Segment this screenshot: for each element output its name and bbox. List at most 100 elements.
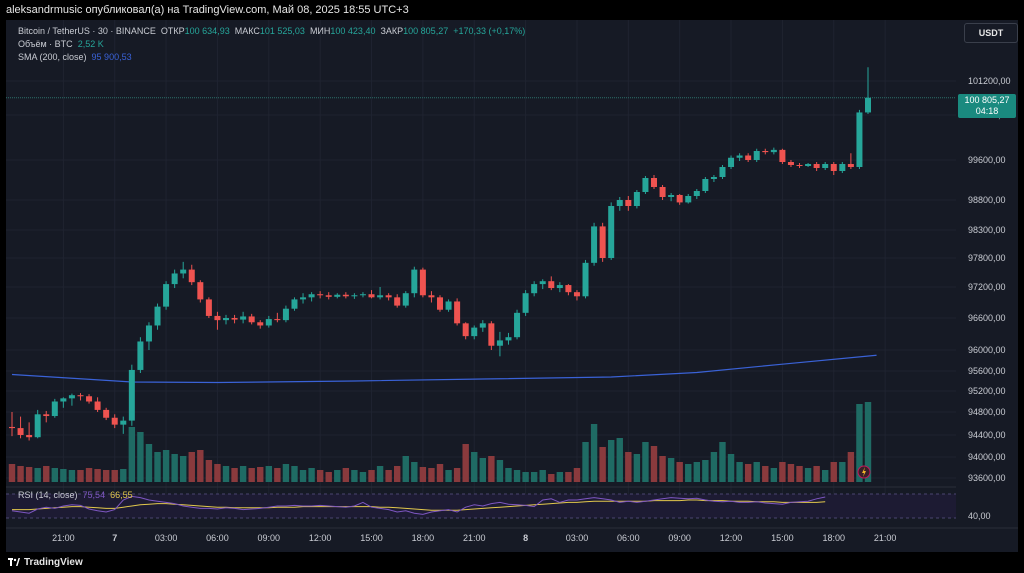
candle-body	[685, 196, 692, 203]
candle-body	[351, 295, 358, 297]
low-value: 100 423,40	[330, 26, 376, 36]
candle-body	[531, 284, 538, 294]
volume-bar	[428, 468, 435, 482]
footer-brand[interactable]: TradingView	[24, 557, 83, 568]
chart-frame[interactable]: 101200,00100400,0099600,0098800,0098300,…	[6, 20, 1018, 565]
volume-bar	[787, 464, 795, 482]
x-tick-label: 09:00	[258, 533, 281, 543]
volume-bar	[248, 468, 255, 482]
candle-body	[265, 319, 272, 326]
price-chart[interactable]: 101200,00100400,0099600,0098800,0098300,…	[6, 20, 1018, 565]
volume-bar	[291, 466, 298, 482]
candle-body	[308, 294, 315, 298]
x-tick-label: 03:00	[566, 533, 589, 543]
volume-bar	[462, 444, 469, 482]
candle-body	[462, 323, 469, 337]
candle-body	[728, 157, 735, 167]
publication-text: aleksandrmusic опубликовал(а) на Trading…	[6, 4, 409, 16]
volume-bar	[316, 470, 324, 482]
symbol-label[interactable]: Bitcoin / TetherUS · 30 · BINANCE	[18, 26, 156, 36]
volume-label[interactable]: Объём · BTC	[18, 39, 73, 49]
y-tick-label: 97200,00	[968, 282, 1006, 292]
volume-bar	[548, 474, 555, 482]
volume-bar	[667, 458, 675, 482]
volume-bar	[231, 468, 238, 482]
x-tick-label: 18:00	[412, 533, 435, 543]
candle-body	[659, 187, 666, 197]
x-tick-label: 21:00	[874, 533, 897, 543]
candle-body	[120, 420, 127, 425]
candle-body	[51, 401, 58, 417]
volume-bar	[145, 444, 153, 482]
volume-bar	[642, 442, 649, 482]
volume-bar	[257, 467, 264, 482]
candle-body	[317, 294, 324, 296]
x-tick-label: 21:00	[463, 533, 486, 543]
candle-body	[394, 297, 401, 306]
candle-body	[548, 281, 555, 289]
rsi-label[interactable]: RSI (14, close)	[18, 490, 78, 500]
volume-bar	[334, 470, 341, 482]
x-tick-label: 09:00	[668, 533, 691, 543]
rsi-ma-value: 66,55	[110, 490, 133, 500]
volume-bar	[505, 468, 512, 482]
candle-body	[710, 177, 717, 179]
volume-bar	[154, 452, 161, 482]
candle-body	[514, 312, 521, 338]
sma-line	[11, 354, 877, 384]
candle-body	[428, 295, 435, 298]
tradingview-logo-icon[interactable]	[8, 558, 20, 567]
last-price-tag: 100 805,27 04:18	[958, 94, 1016, 118]
volume-bar	[762, 466, 769, 482]
candle-body	[9, 426, 15, 429]
candle-body	[377, 295, 384, 298]
x-tick-label: 12:00	[720, 533, 743, 543]
candle-body	[591, 226, 598, 263]
x-tick-label: 18:00	[822, 533, 845, 543]
x-tick-label: 15:00	[771, 533, 794, 543]
candle-body	[796, 165, 803, 166]
candle-body	[736, 155, 743, 158]
legend-rsi: RSI (14, close) 75,54 66,55	[18, 490, 133, 500]
y-tick-label: 93600,00	[968, 473, 1006, 483]
volume-bar	[376, 466, 384, 482]
volume-bar	[633, 454, 641, 482]
volume-bar	[513, 470, 521, 482]
volume-bar	[685, 464, 692, 482]
volume-bar	[342, 468, 350, 482]
volume-bar	[137, 432, 144, 482]
candle-body	[43, 414, 50, 417]
candle-body	[693, 191, 700, 196]
candle-body	[779, 149, 786, 162]
candle-body	[300, 297, 307, 300]
currency-button[interactable]: USDT	[964, 23, 1018, 43]
candle-body	[197, 282, 204, 300]
volume-bar	[590, 424, 598, 482]
volume-bar	[411, 462, 418, 482]
volume-bar	[830, 462, 837, 482]
y-tick-label: 96600,00	[968, 313, 1006, 323]
volume-bar	[214, 464, 221, 482]
candle-body	[445, 301, 452, 310]
sma-label[interactable]: SMA (200, close)	[18, 52, 87, 62]
lightning-icon	[862, 467, 866, 477]
volume-bar	[471, 452, 478, 482]
volume-bar	[188, 452, 195, 482]
volume-bar	[565, 472, 572, 482]
candle-body	[496, 340, 503, 346]
candle-body	[291, 299, 298, 309]
candle-body	[479, 323, 486, 328]
candle-body	[762, 151, 769, 153]
candle-body	[154, 306, 161, 326]
y-tick-label: 94800,00	[968, 407, 1006, 417]
volume-bar	[77, 470, 84, 482]
candle-body	[257, 322, 264, 326]
volume-bar	[453, 468, 461, 482]
volume-bar	[299, 470, 307, 482]
volume-value: 2,52 K	[77, 39, 104, 49]
candle-body	[325, 295, 332, 297]
candle-body	[865, 97, 871, 113]
candle-body	[205, 299, 212, 316]
y-tick-label: 95200,00	[968, 386, 1006, 396]
volume-bar	[719, 442, 726, 482]
